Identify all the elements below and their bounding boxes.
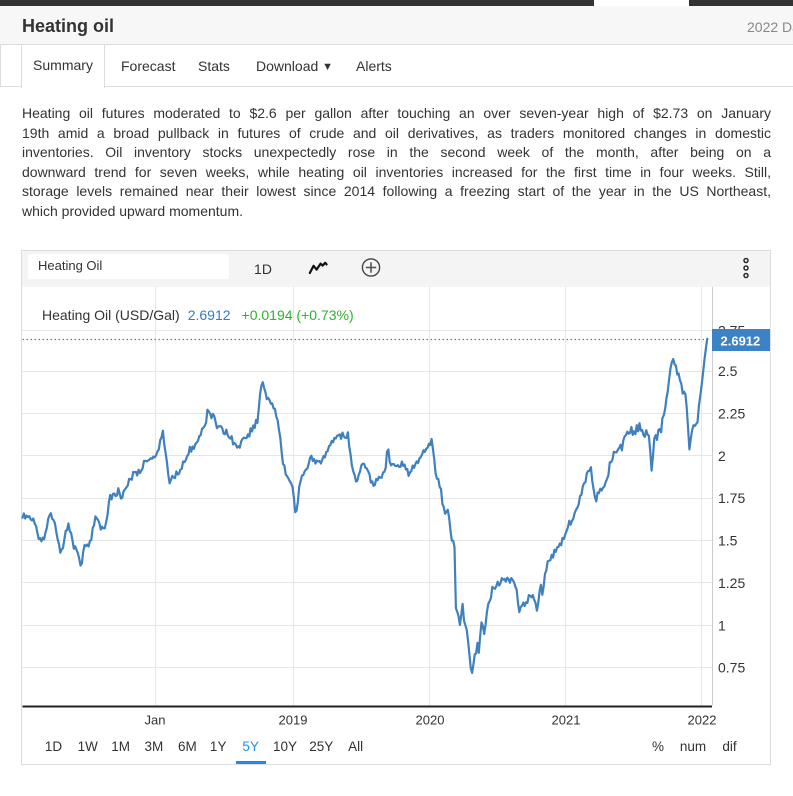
svg-text:2021: 2021 — [552, 713, 581, 728]
svg-text:1: 1 — [718, 617, 726, 633]
svg-text:2.25: 2.25 — [718, 405, 745, 421]
svg-text:Jan: Jan — [145, 713, 166, 728]
svg-text:2.6912: 2.6912 — [721, 333, 761, 348]
svg-text:0.75: 0.75 — [718, 660, 745, 676]
svg-text:2022: 2022 — [688, 713, 717, 728]
svg-text:1.75: 1.75 — [718, 490, 745, 506]
svg-text:1.25: 1.25 — [718, 575, 745, 591]
svg-text:2.5: 2.5 — [718, 363, 738, 379]
svg-text:1.5: 1.5 — [718, 533, 738, 549]
svg-text:2020: 2020 — [416, 713, 445, 728]
svg-text:2019: 2019 — [279, 713, 308, 728]
svg-text:2: 2 — [718, 448, 726, 464]
